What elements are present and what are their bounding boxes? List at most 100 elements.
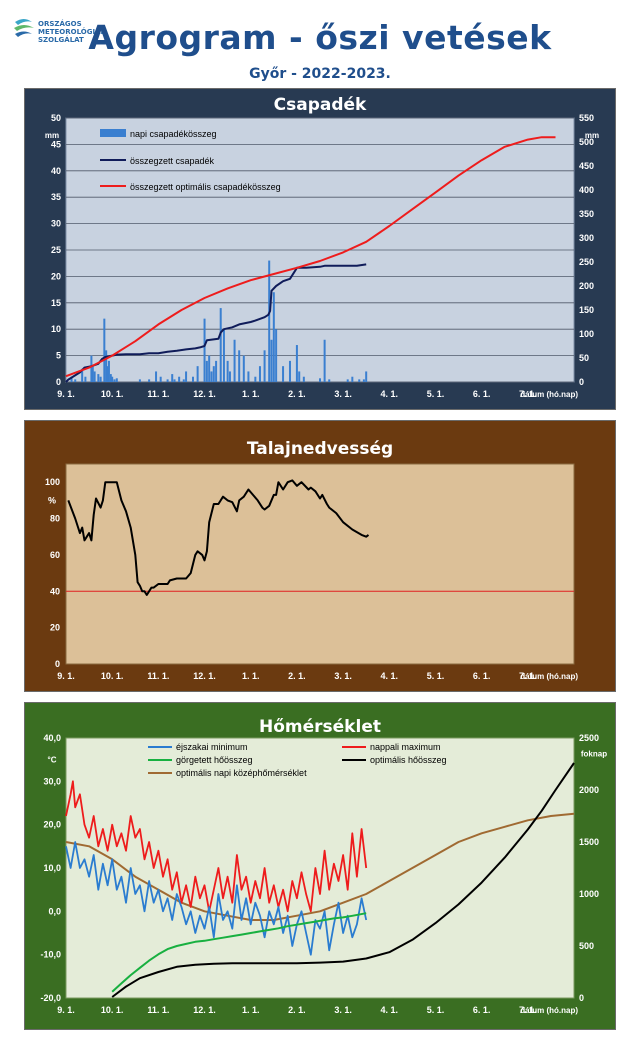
legend-entry: napi csapadékösszeg <box>130 129 217 139</box>
legend-entry: görgetett hőösszeg <box>176 755 253 765</box>
y-axis-label-right: foknap <box>581 750 607 759</box>
precip-bar <box>109 374 112 382</box>
temperature-panel: Hőmérséklet -20,0 -10,0 0,0 10,0 20,0 30,0 40,0… <box>24 702 616 1030</box>
precip-bar <box>138 379 141 382</box>
precip-bar <box>233 339 236 382</box>
precip-bar <box>208 355 211 382</box>
temperature-chart: Hőmérséklet -20,0 -10,0 0,0 10,0 20,0 30,0 40,0… <box>24 702 616 1030</box>
precip-bar <box>166 379 169 382</box>
x-tick-label: 12. 1. <box>193 671 216 681</box>
precip-bar <box>148 379 151 382</box>
y-tick-right: 250 <box>579 257 594 267</box>
y-tick-label: 20 <box>50 623 60 633</box>
x-tick-label: 6. 1. <box>473 1005 491 1015</box>
precip-bar <box>173 379 176 382</box>
precip-bar <box>282 366 285 382</box>
precip-bar <box>263 350 266 382</box>
legend-swatch <box>100 129 126 137</box>
x-tick-label: 5. 1. <box>427 671 445 681</box>
precip-bar <box>84 376 87 382</box>
y-tick-right: 450 <box>579 161 594 171</box>
y-tick-right: 0 <box>579 377 584 387</box>
x-tick-label: 3. 1. <box>334 1005 352 1015</box>
y-tick-right: 500 <box>579 941 594 951</box>
precip-bar <box>295 345 298 382</box>
precip-bar <box>81 368 84 382</box>
y-axis-label-left: °C <box>48 756 57 765</box>
y-tick-left: 40,0 <box>43 733 61 743</box>
precip-bar <box>247 371 250 382</box>
precip-bar <box>196 366 199 382</box>
x-tick-label: 3. 1. <box>334 671 352 681</box>
precip-bar <box>103 318 106 382</box>
precip-bar <box>74 379 77 382</box>
x-tick-label: 1. 1. <box>242 671 260 681</box>
legend-entry: optimális hőösszeg <box>370 755 447 765</box>
precip-bar <box>91 366 94 382</box>
x-tick-label: 7. 1. <box>519 389 537 399</box>
precip-bar <box>219 308 222 382</box>
x-tick-label: 6. 1. <box>473 389 491 399</box>
y-tick-left: 30 <box>51 219 61 229</box>
optimal-precip-line <box>65 136 556 378</box>
x-tick-label: 12. 1. <box>193 389 216 399</box>
x-tick-label: 5. 1. <box>427 389 445 399</box>
y-tick-left: 20,0 <box>43 820 61 830</box>
y-tick-right: 1500 <box>579 837 599 847</box>
x-tick-label: 4. 1. <box>381 671 399 681</box>
y-axis-label: % <box>48 495 56 505</box>
optimal-heat-sum-line <box>111 762 575 998</box>
y-tick-right: 2500 <box>579 733 599 743</box>
precip-bar <box>159 376 162 382</box>
x-tick-label: 4. 1. <box>381 1005 399 1015</box>
y-tick-right: 2000 <box>579 785 599 795</box>
y-tick-left: 35 <box>51 192 61 202</box>
precip-bar <box>319 378 321 382</box>
x-tick-label: 10. 1. <box>101 389 124 399</box>
precip-bar <box>212 366 215 382</box>
x-tick-label: 2. 1. <box>288 671 306 681</box>
plot-area <box>65 463 575 665</box>
x-tick-label: 9. 1. <box>57 671 75 681</box>
precip-bar <box>115 378 118 382</box>
y-tick-left: 10 <box>51 324 61 334</box>
x-tick-label: 2. 1. <box>288 389 306 399</box>
precip-bar <box>258 366 261 382</box>
precip-bar <box>155 371 158 382</box>
x-tick-label: 2. 1. <box>288 1005 306 1015</box>
x-axis-label: dátum (hó.nap) <box>520 1006 578 1015</box>
x-axis-label: dátum (hó.nap) <box>520 390 578 399</box>
day-max-line <box>65 780 368 913</box>
y-tick-left: 50 <box>51 113 61 123</box>
y-tick-left: -10,0 <box>40 950 61 960</box>
precip-bar <box>228 371 231 382</box>
x-tick-label: 11. 1. <box>147 389 169 399</box>
y-tick-left: 30,0 <box>43 776 61 786</box>
omsz-logo: ORSZÁGOS METEOROLÓGIAI SZOLGÁLAT <box>12 16 122 56</box>
precip-bar <box>90 355 93 382</box>
y-tick-right: 50 <box>579 353 589 363</box>
y-tick-label: 40 <box>50 586 60 596</box>
precipitation-panel: Csapadék 0 5 10 15 20 25 30 35 40 45 50 0 50 100 150 200… <box>24 88 616 410</box>
x-tick-label: 9. 1. <box>57 1005 75 1015</box>
x-tick-label: 7. 1. <box>519 1005 537 1015</box>
x-tick-label: 3. 1. <box>334 389 352 399</box>
x-tick-label: 7. 1. <box>519 671 537 681</box>
cumulative-precip-line <box>65 263 367 383</box>
precip-bar <box>351 376 354 382</box>
x-tick-label: 11. 1. <box>147 671 169 681</box>
precip-bar <box>222 329 225 382</box>
x-tick-label: 12. 1. <box>193 1005 216 1015</box>
y-tick-label: 80 <box>50 514 60 524</box>
precip-bar <box>182 379 185 382</box>
x-tick-label: 1. 1. <box>242 389 260 399</box>
y-tick-left: 40 <box>51 166 61 176</box>
y-tick-left: 15 <box>51 298 61 308</box>
precipitation-chart: Csapadék05101520253035404550050100150200… <box>24 88 616 410</box>
x-tick-label: 10. 1. <box>101 671 124 681</box>
x-tick-label: 5. 1. <box>427 1005 445 1015</box>
y-tick-label: 100 <box>45 477 60 487</box>
page-title: Agrogram - őszi vetések <box>88 18 552 57</box>
precip-bar <box>254 376 257 382</box>
x-tick-label: 1. 1. <box>242 1005 260 1015</box>
